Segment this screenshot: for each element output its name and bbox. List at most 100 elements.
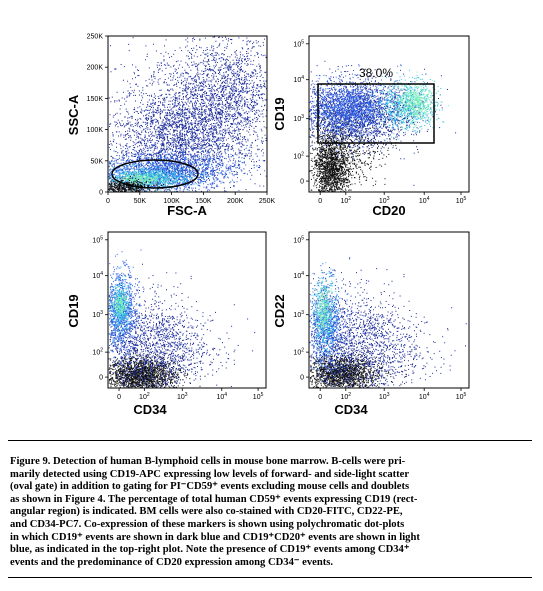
- x-tick-exponent: 5: [464, 392, 467, 398]
- y-tick-label: 0: [99, 375, 103, 382]
- y-tick-exponent: 5: [301, 235, 304, 241]
- caption-bottom-rule: [8, 577, 532, 578]
- y-tick-exponent: 3: [301, 310, 304, 316]
- x-tick-label: 104: [419, 392, 430, 401]
- caption-line: events and the predominance of CD20 expr…: [10, 556, 334, 568]
- y-axis-label: SSC-A: [66, 94, 81, 135]
- event-cloud: [108, 348, 206, 388]
- y-tick-exponent: 5: [301, 39, 304, 45]
- y-tick-label: 250K: [87, 34, 104, 41]
- fsc-ssc-svg: 0 50K 100K 150K 200K 250K 0 50K 100K 150K 200K 250…: [66, 34, 275, 219]
- x-tick-exponent: 2: [348, 196, 351, 202]
- y-tick-exponent: 4: [301, 75, 304, 81]
- caption-line: (oval gate) in addition to gating for PI…: [10, 481, 410, 493]
- rectangle-gate: [317, 83, 435, 144]
- oval-gate: [111, 159, 199, 189]
- y-tick-label: 0: [300, 375, 304, 382]
- x-tick-label: 102: [341, 196, 352, 205]
- x-axis-label: CD20: [372, 203, 405, 218]
- x-tick-exponent: 4: [427, 196, 430, 202]
- cd34-cd22-events: [309, 257, 467, 388]
- cd34-cd22-y-ticks: 0 102 103 104 105: [293, 235, 309, 382]
- caption-line: blue, as indicated in the top-right plot…: [10, 544, 410, 556]
- fsc-ssc-dotplot: 0 50K 100K 150K 200K 250K 0 50K 100K 150K 200K 250…: [0, 0, 275, 219]
- y-tick-label: 105: [92, 235, 103, 244]
- x-tick-exponent: 2: [348, 392, 351, 398]
- y-tick-label: 100K: [87, 127, 104, 134]
- y-tick-label: 102: [293, 152, 304, 161]
- event-cloud: [110, 169, 167, 188]
- x-tick-exponent: 3: [387, 392, 390, 398]
- event-cloud: [108, 249, 156, 372]
- x-tick-label: 50K: [134, 198, 147, 205]
- x-tick-label: 0: [318, 198, 322, 205]
- caption-line: Figure 9. Detection of human B-lymphoid …: [10, 456, 406, 467]
- y-axis-label: CD19: [66, 294, 81, 327]
- y-tick-exponent: 3: [301, 114, 304, 120]
- x-tick-label: 103: [177, 392, 188, 401]
- x-tick-label: 104: [419, 196, 430, 205]
- x-tick-label: 0: [318, 394, 322, 401]
- x-tick-label: 103: [379, 392, 390, 401]
- event-cloud: [309, 107, 371, 192]
- cd20-cd19-x-ticks: 0 102 103 104 105: [318, 192, 467, 205]
- caption-line: angular region) is indicated. BM cells w…: [10, 506, 403, 518]
- y-tick-label: 102: [92, 348, 103, 357]
- y-tick-label: 103: [92, 310, 103, 319]
- x-tick-label: 105: [456, 196, 467, 205]
- event-cloud: [312, 270, 333, 345]
- cd34-cd19-dotplot: 0 102 103 104 105 0 102 103 104 105 CD34 CD19: [0, 215, 271, 430]
- cd20-cd19-svg: 38.0% 0 102 103 104 105 0 102 103 104 105 CD20 C…: [272, 35, 470, 218]
- y-tick-label: 104: [293, 271, 304, 280]
- y-tick-exponent: 4: [100, 271, 103, 277]
- y-axis-label: CD19: [272, 97, 287, 130]
- cd34-cd19-svg: 0 102 103 104 105 0 102 103 104 105 CD34 CD19: [66, 231, 267, 417]
- x-tick-exponent: 5: [261, 392, 264, 398]
- cd20-cd19-y-ticks: 0 102 103 104 105: [293, 39, 309, 186]
- caption-line: marily detected using CD19-APC expressin…: [10, 468, 410, 480]
- event-cloud: [367, 65, 445, 143]
- y-tick-label: 105: [293, 235, 304, 244]
- event-cloud: [309, 64, 433, 160]
- x-tick-exponent: 2: [147, 392, 150, 398]
- y-tick-label: 0: [99, 190, 103, 197]
- fsc-ssc-frame: [107, 35, 268, 193]
- event-cloud: [111, 286, 130, 320]
- caption-line: and CD34-PC7. Co-expression of these mar…: [10, 518, 405, 530]
- event-cloud: [157, 36, 267, 176]
- y-tick-label: 200K: [87, 65, 104, 72]
- event-cloud: [108, 141, 267, 192]
- y-tick-label: 103: [293, 310, 304, 319]
- y-tick-exponent: 2: [301, 152, 304, 158]
- x-axis-label: FSC-A: [167, 203, 207, 218]
- cd34-cd19-frame: [107, 231, 267, 389]
- cd34-cd22-x-ticks: 0 102 103 104 105: [318, 388, 467, 401]
- cd34-cd22-frame: [308, 231, 470, 389]
- event-cloud: [109, 266, 134, 343]
- x-tick-label: 105: [253, 392, 264, 401]
- fsc-ssc-y-ticks: 0 50K 100K 150K 200K 250K: [87, 34, 108, 197]
- cd20-cd19-dotplot: 38.0% 0 102 103 104 105 0 102 103 104 105 CD20 C…: [271, 0, 542, 218]
- y-tick-exponent: 5: [100, 235, 103, 241]
- fsc-ssc-events: [108, 36, 267, 192]
- y-tick-label: 105: [293, 39, 304, 48]
- cd34-cd22-dotplot: 0 102 103 104 105 0 102 103 104 105 CD34 CD22: [271, 215, 542, 430]
- event-cloud: [108, 38, 267, 192]
- caption-line: in which CD19⁺ events are shown in dark …: [10, 531, 420, 543]
- y-tick-label: 104: [293, 75, 304, 84]
- y-tick-label: 50K: [91, 158, 104, 165]
- x-tick-label: 102: [139, 392, 150, 401]
- x-tick-label: 250K: [259, 198, 276, 205]
- x-tick-exponent: 4: [224, 392, 227, 398]
- y-tick-label: 150K: [87, 96, 104, 103]
- caption-top-rule: [8, 440, 532, 441]
- x-axis-label: CD34: [334, 402, 368, 417]
- y-tick-label: 103: [293, 114, 304, 123]
- caption-line: as shown in Figure 4. The percentage of …: [10, 493, 418, 505]
- x-tick-exponent: 4: [427, 392, 430, 398]
- fsc-ssc-x-ticks: 0 50K 100K 150K 200K 250K: [106, 192, 275, 205]
- x-tick-exponent: 3: [185, 392, 188, 398]
- x-tick-label: 105: [456, 392, 467, 401]
- x-tick-label: 103: [379, 196, 390, 205]
- x-tick-label: 0: [106, 198, 110, 205]
